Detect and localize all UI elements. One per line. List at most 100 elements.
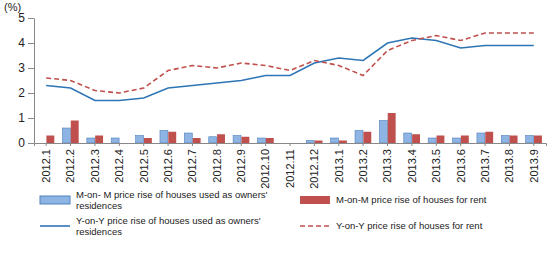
x-tick-label: 2013.8 <box>503 149 515 183</box>
x-tick: 2012.9 <box>235 143 247 183</box>
bar <box>355 131 363 144</box>
bar <box>461 136 469 144</box>
x-tick-mark <box>46 143 47 146</box>
y-tick-label: 4 <box>18 36 25 50</box>
x-tick-label: 2012.8 <box>211 149 223 183</box>
x-tick: 2013.9 <box>528 143 540 183</box>
bar <box>184 133 192 143</box>
bar <box>282 143 290 144</box>
x-tick-label: 2012.6 <box>162 149 174 183</box>
bar <box>46 136 54 144</box>
y-tick: 0 <box>18 136 34 150</box>
line <box>46 38 534 101</box>
plot: 0123452012.12012.22012.32012.42012.52012… <box>18 11 546 188</box>
x-tick-label: 2012.9 <box>235 149 247 183</box>
legend-label: M-on- M price rise of houses used as own… <box>76 189 268 211</box>
bar <box>258 138 266 143</box>
y-tick-label: 2 <box>18 86 25 100</box>
x-tick-label: 2013.3 <box>381 149 393 183</box>
legend-swatch <box>300 225 330 227</box>
x-tick-mark <box>265 143 266 146</box>
x-tick-label: 2013.7 <box>479 149 491 183</box>
x-tick-mark <box>436 143 437 146</box>
y-tick-label: 5 <box>18 11 25 25</box>
y-axis: 0 1 2 3 4 5 <box>18 11 34 150</box>
x-axis-line <box>35 144 547 147</box>
x-tick-label: 2013.5 <box>430 149 442 183</box>
bar <box>339 141 347 144</box>
bar <box>266 138 274 143</box>
x-tick: 2012.1 <box>40 143 52 183</box>
x-tick-label: 2012.10 <box>259 149 271 189</box>
legend-swatch <box>40 196 70 204</box>
x-tick: 2012.2 <box>64 143 76 183</box>
bar <box>87 138 95 143</box>
x-tick-label: 2012.7 <box>186 149 198 183</box>
y-axis-line <box>34 19 35 144</box>
x-tick: 2013.4 <box>406 143 418 183</box>
x-tick: 2013.3 <box>381 143 393 183</box>
legend: M-on- M price rise of houses used as own… <box>40 189 487 237</box>
x-tick-label: 2012.3 <box>89 149 101 183</box>
x-tick-label: 2012.11 <box>284 149 296 188</box>
x-tick-mark <box>485 143 486 146</box>
x-tick-mark <box>216 143 217 146</box>
bar <box>160 131 168 144</box>
x-tick-mark <box>119 143 120 146</box>
bar <box>453 138 461 143</box>
x-tick-mark <box>509 143 510 146</box>
bar <box>436 136 444 144</box>
y-tick: 1 <box>18 111 34 125</box>
x-tick-mark <box>387 143 388 146</box>
x-tick-mark <box>168 143 169 146</box>
y-tick: 3 <box>18 61 34 75</box>
y-tick-label: 3 <box>18 61 25 75</box>
x-tick-label: 2012.12 <box>308 149 320 189</box>
bar <box>404 133 412 143</box>
bar <box>144 138 152 143</box>
x-tick: 2013.2 <box>357 143 369 183</box>
x-tick-mark <box>314 143 315 146</box>
x-tick: 2013.8 <box>503 143 515 183</box>
x-tick-label: 2013.9 <box>528 149 540 183</box>
bar <box>120 143 128 144</box>
bar <box>193 138 201 143</box>
bar <box>315 141 323 144</box>
bar <box>71 121 79 144</box>
x-tick-mark <box>290 143 291 146</box>
x-tick-mark <box>460 143 461 146</box>
x-tick-mark <box>143 143 144 146</box>
y-tick: 4 <box>18 36 34 50</box>
legend-item: M-on-M price rise of houses for rent <box>300 194 487 205</box>
legend-swatch <box>300 196 330 204</box>
bar <box>38 143 46 144</box>
x-tick: 2012.7 <box>186 143 198 183</box>
x-tick: 2013.6 <box>455 143 467 183</box>
x-tick-label: 2012.4 <box>113 149 125 183</box>
bar <box>510 136 518 144</box>
x-tick: 2012.11 <box>284 143 296 188</box>
x-tick: 2012.6 <box>162 143 174 183</box>
legend-label: M-on-M price rise of houses for rent <box>336 194 487 205</box>
bar <box>241 137 249 143</box>
y-tick: 5 <box>18 11 34 25</box>
bar <box>379 121 387 144</box>
y-tick-mark <box>28 93 34 94</box>
y-tick-mark <box>28 118 34 119</box>
y-tick: 2 <box>18 86 34 100</box>
x-tick-mark <box>241 143 242 146</box>
x-tick-mark <box>192 143 193 146</box>
bar <box>501 136 509 144</box>
y-tick-label: 0 <box>18 136 25 150</box>
bar <box>95 136 103 144</box>
x-tick: 2012.3 <box>89 143 101 183</box>
line <box>46 33 534 93</box>
bar <box>111 138 119 143</box>
x-tick-mark <box>94 143 95 146</box>
bar <box>209 137 217 143</box>
x-tick-mark <box>363 143 364 146</box>
bar <box>388 113 396 143</box>
bar <box>331 138 339 143</box>
x-tick: 2012.5 <box>138 143 150 183</box>
x-axis: 2012.1 2012.2 2012.3 2012.4 2012.5 2012.6 2012… <box>35 143 547 189</box>
